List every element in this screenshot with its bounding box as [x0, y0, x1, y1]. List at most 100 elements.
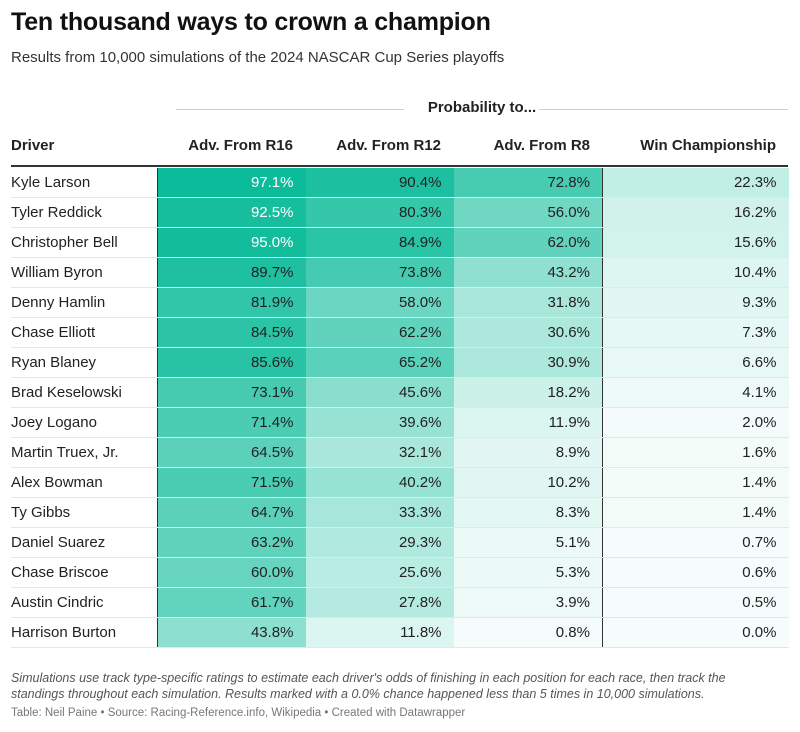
- prob-cell-r16: 81.9%: [157, 287, 306, 318]
- prob-cell-r12: 45.6%: [305, 377, 454, 408]
- group-divider-right: [539, 109, 788, 110]
- prob-cell-champ: 6.6%: [602, 347, 789, 378]
- prob-cell-r16: 97.1%: [157, 168, 306, 198]
- prob-cell-r16: 92.5%: [157, 197, 306, 228]
- prob-cell-r16: 89.7%: [157, 257, 306, 288]
- prob-cell-r8: 56.0%: [453, 197, 603, 228]
- prob-cell-champ: 0.7%: [602, 527, 789, 558]
- prob-cell-r12: 84.9%: [305, 227, 454, 258]
- prob-cell-r8: 0.8%: [453, 617, 603, 648]
- prob-cell-champ: 7.3%: [602, 317, 789, 348]
- prob-cell-r16: 43.8%: [157, 617, 306, 648]
- column-header-r12[interactable]: Adv. From R12: [336, 137, 441, 154]
- table-row: Joey Logano 71.4% 39.6% 11.9% 2.0%: [11, 407, 789, 438]
- prob-cell-r12: 29.3%: [305, 527, 454, 558]
- prob-cell-r16: 61.7%: [157, 587, 306, 618]
- prob-cell-r16: 60.0%: [157, 557, 306, 588]
- prob-cell-r16: 63.2%: [157, 527, 306, 558]
- prob-cell-r12: 32.1%: [305, 437, 454, 468]
- table-row: Tyler Reddick 92.5% 80.3% 56.0% 16.2%: [11, 197, 789, 228]
- prob-cell-r8: 72.8%: [453, 168, 603, 198]
- table-row: Harrison Burton 43.8% 11.8% 0.8% 0.0%: [11, 617, 789, 648]
- prob-cell-r16: 64.5%: [157, 437, 306, 468]
- prob-cell-r12: 73.8%: [305, 257, 454, 288]
- driver-name-cell: Daniel Suarez: [11, 527, 158, 558]
- driver-name-cell: Ryan Blaney: [11, 347, 158, 378]
- prob-cell-champ: 1.4%: [602, 467, 789, 498]
- driver-name-cell: Chase Elliott: [11, 317, 158, 348]
- prob-cell-r12: 11.8%: [305, 617, 454, 648]
- prob-cell-champ: 22.3%: [602, 168, 789, 198]
- results-table-body: Kyle Larson 97.1% 90.4% 72.8% 22.3% Tyler Red…: [11, 168, 789, 648]
- prob-cell-r12: 90.4%: [305, 168, 454, 198]
- driver-name-cell: Denny Hamlin: [11, 287, 158, 318]
- prob-cell-r8: 62.0%: [453, 227, 603, 258]
- prob-cell-champ: 1.6%: [602, 437, 789, 468]
- prob-cell-champ: 15.6%: [602, 227, 789, 258]
- prob-cell-champ: 0.0%: [602, 617, 789, 648]
- prob-cell-r12: 25.6%: [305, 557, 454, 588]
- table-row: Daniel Suarez 63.2% 29.3% 5.1% 0.7%: [11, 527, 789, 558]
- column-header-r8[interactable]: Adv. From R8: [493, 137, 590, 154]
- prob-cell-champ: 9.3%: [602, 287, 789, 318]
- column-header-driver[interactable]: Driver: [11, 137, 55, 154]
- table-row: Kyle Larson 97.1% 90.4% 72.8% 22.3%: [11, 168, 789, 198]
- prob-cell-r8: 8.9%: [453, 437, 603, 468]
- table-row: Alex Bowman 71.5% 40.2% 10.2% 1.4%: [11, 467, 789, 498]
- prob-cell-r8: 31.8%: [453, 287, 603, 318]
- driver-name-cell: Christopher Bell: [11, 227, 158, 258]
- prob-cell-r8: 3.9%: [453, 587, 603, 618]
- group-label: Probability to...: [427, 99, 537, 116]
- results-table: Kyle Larson 97.1% 90.4% 72.8% 22.3% Tyler Red…: [11, 168, 789, 648]
- footnote: Simulations use track type-specific rati…: [11, 671, 726, 701]
- driver-name-cell: Brad Keselowski: [11, 377, 158, 408]
- prob-cell-r8: 43.2%: [453, 257, 603, 288]
- prob-cell-r12: 58.0%: [305, 287, 454, 318]
- prob-cell-r8: 30.9%: [453, 347, 603, 378]
- prob-cell-r12: 80.3%: [305, 197, 454, 228]
- driver-name-cell: Austin Cindric: [11, 587, 158, 618]
- column-group-header: Probability to...: [176, 98, 788, 118]
- prob-cell-r8: 5.3%: [453, 557, 603, 588]
- page-title: Ten thousand ways to crown a champion: [11, 8, 491, 36]
- prob-cell-champ: 0.5%: [602, 587, 789, 618]
- prob-cell-r16: 71.5%: [157, 467, 306, 498]
- prob-cell-r12: 39.6%: [305, 407, 454, 438]
- header-rule: [11, 165, 788, 167]
- prob-cell-r16: 64.7%: [157, 497, 306, 528]
- table-row: Chase Elliott 84.5% 62.2% 30.6% 7.3%: [11, 317, 789, 348]
- prob-cell-r12: 62.2%: [305, 317, 454, 348]
- table-row: Brad Keselowski 73.1% 45.6% 18.2% 4.1%: [11, 377, 789, 408]
- driver-name-cell: Tyler Reddick: [11, 197, 158, 228]
- driver-name-cell: Ty Gibbs: [11, 497, 158, 528]
- driver-name-cell: Joey Logano: [11, 407, 158, 438]
- table-row: Christopher Bell 95.0% 84.9% 62.0% 15.6%: [11, 227, 789, 258]
- source-credit: Table: Neil Paine • Source: Racing-Refer…: [11, 707, 466, 719]
- prob-cell-r16: 84.5%: [157, 317, 306, 348]
- table-row: William Byron 89.7% 73.8% 43.2% 10.4%: [11, 257, 789, 288]
- driver-name-cell: William Byron: [11, 257, 158, 288]
- table-row: Denny Hamlin 81.9% 58.0% 31.8% 9.3%: [11, 287, 789, 318]
- prob-cell-champ: 4.1%: [602, 377, 789, 408]
- table-row: Chase Briscoe 60.0% 25.6% 5.3% 0.6%: [11, 557, 789, 588]
- table-row: Austin Cindric 61.7% 27.8% 3.9% 0.5%: [11, 587, 789, 618]
- prob-cell-champ: 2.0%: [602, 407, 789, 438]
- prob-cell-r16: 71.4%: [157, 407, 306, 438]
- column-header-champ[interactable]: Win Championship: [640, 137, 776, 154]
- prob-cell-r8: 11.9%: [453, 407, 603, 438]
- group-divider-left: [176, 109, 404, 110]
- prob-cell-r8: 18.2%: [453, 377, 603, 408]
- prob-cell-champ: 0.6%: [602, 557, 789, 588]
- prob-cell-r16: 73.1%: [157, 377, 306, 408]
- prob-cell-r12: 40.2%: [305, 467, 454, 498]
- prob-cell-r12: 27.8%: [305, 587, 454, 618]
- prob-cell-champ: 1.4%: [602, 497, 789, 528]
- driver-name-cell: Chase Briscoe: [11, 557, 158, 588]
- prob-cell-r8: 30.6%: [453, 317, 603, 348]
- subtitle: Results from 10,000 simulations of the 2…: [11, 49, 505, 66]
- prob-cell-r16: 85.6%: [157, 347, 306, 378]
- prob-cell-r8: 10.2%: [453, 467, 603, 498]
- driver-name-cell: Martin Truex, Jr.: [11, 437, 158, 468]
- column-header-r16[interactable]: Adv. From R16: [188, 137, 293, 154]
- prob-cell-r16: 95.0%: [157, 227, 306, 258]
